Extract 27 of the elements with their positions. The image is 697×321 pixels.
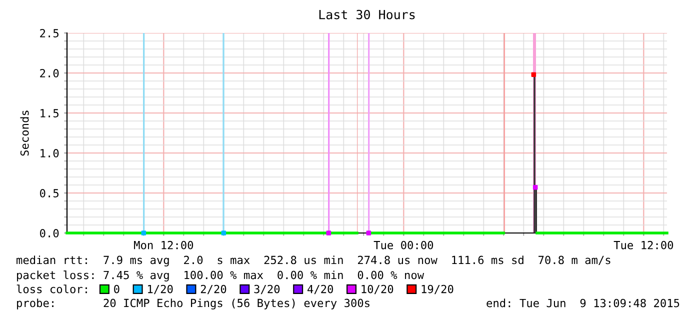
text: probe: 20 ICMP Echo Pings (56 Bytes) every 300s [17, 298, 370, 310]
point [532, 185, 538, 190]
text: packet loss: 7.45 % avg 100.00 % max 0.00 % min 0.00 % now [17, 270, 424, 282]
legend-title: loss color: [16, 284, 87, 294]
y-tick-label: 2.5 [40, 29, 58, 38]
point [326, 230, 332, 236]
point [531, 72, 536, 77]
text: end: Tue Jun 9 13:09:48 2015 [486, 298, 680, 308]
x-tick-label: Tue 12:00 [614, 240, 674, 250]
y-tick-label: 1.5 [40, 109, 58, 118]
y-axis-title: Seconds [20, 110, 29, 156]
point [366, 230, 372, 236]
y-tick-label: 1.0 [40, 149, 59, 158]
y-tick-label: 0.5 [40, 189, 58, 198]
legend-label: 2/20 [200, 284, 226, 294]
chart-title: Last 30 Hours [319, 10, 415, 20]
legend-label: 19/20 [422, 284, 454, 294]
y-tick-label: 2.0 [40, 69, 59, 78]
y-tick-label: 0.0 [40, 229, 59, 238]
legend-label: 1/20 [148, 284, 173, 294]
legend-label: 3/20 [254, 284, 280, 294]
text: median rtt: 7.9 ms avg 2.0 s max 252.8 us min 274.8 us now 111.6 ms sd 70.8 m am/s [16, 256, 610, 266]
legend-label: 4/20 [308, 284, 333, 294]
x-tick-label: Mon 12:00 [134, 240, 194, 250]
x-tick-label: Tue 00:00 [374, 240, 434, 250]
legend-label: 0 [114, 284, 120, 294]
legend-label: 10/20 [362, 284, 394, 294]
